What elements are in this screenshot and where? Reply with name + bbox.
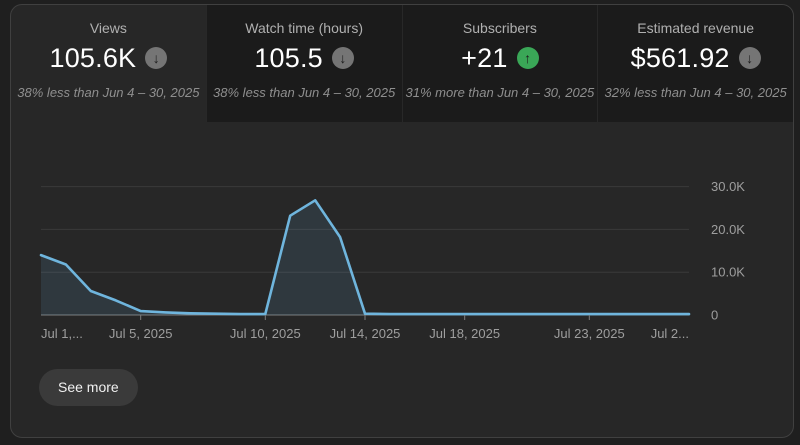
- trend-down-icon: ↓: [145, 47, 168, 69]
- trend-down-icon: ↓: [738, 47, 761, 69]
- watch-time-metric-value: 105.5: [254, 43, 323, 73]
- x-axis-label: Jul 2...: [651, 326, 689, 341]
- views-comparison-text: 38% less than Jun 4 – 30, 2025: [17, 85, 200, 100]
- tab-views[interactable]: Views 105.6K ↓ 38% less than Jun 4 – 30,…: [11, 5, 206, 122]
- tab-estimated-revenue-title: Estimated revenue: [637, 20, 754, 36]
- trend-up-icon: ↑: [516, 47, 539, 69]
- subscribers-metric-value: +21: [461, 43, 508, 73]
- tab-estimated-revenue-value-row: $561.92 ↓: [631, 42, 761, 74]
- key-metrics-card: Views 105.6K ↓ 38% less than Jun 4 – 30,…: [10, 4, 794, 438]
- x-axis-label: Jul 1,...: [41, 326, 83, 341]
- estimated-revenue-comparison-text: 32% less than Jun 4 – 30, 2025: [604, 85, 787, 100]
- views-series-line: [39, 199, 691, 316]
- metric-tabs: Views 105.6K ↓ 38% less than Jun 4 – 30,…: [11, 5, 793, 122]
- x-axis-label: Jul 14, 2025: [330, 326, 401, 341]
- y-axis-label: 30.0K: [711, 179, 745, 194]
- watch-time-comparison-text: 38% less than Jun 4 – 30, 2025: [213, 85, 396, 100]
- tab-views-title: Views: [89, 20, 127, 36]
- estimated-revenue-metric-value: $561.92: [630, 43, 730, 73]
- y-axis-label: 0: [711, 308, 718, 323]
- tab-watch-time-value-row: 105.5 ↓: [254, 42, 354, 74]
- subscribers-comparison-text: 31% more than Jun 4 – 30, 2025: [405, 85, 595, 100]
- trend-down-icon: ↓: [331, 47, 354, 69]
- see-more-button[interactable]: See more: [39, 369, 138, 406]
- tab-watch-time-title: Watch time (hours): [245, 20, 363, 36]
- x-axis-label: Jul 10, 2025: [230, 326, 301, 341]
- x-axis-label: Jul 23, 2025: [554, 326, 625, 341]
- y-axis-label: 20.0K: [711, 222, 745, 237]
- tab-subscribers-title: Subscribers: [462, 20, 537, 36]
- x-axis-label: Jul 18, 2025: [429, 326, 500, 341]
- y-axis-label: 10.0K: [711, 265, 745, 280]
- tab-subscribers[interactable]: Subscribers +21 ↑ 31% more than Jun 4 – …: [401, 5, 598, 122]
- views-series-area: [41, 200, 689, 315]
- tab-subscribers-value-row: +21 ↑: [461, 42, 539, 74]
- tab-estimated-revenue[interactable]: Estimated revenue $561.92 ↓ 32% less tha…: [597, 5, 793, 122]
- tab-watch-time[interactable]: Watch time (hours) 105.5 ↓ 38% less than…: [205, 5, 402, 122]
- views-area-chart[interactable]: 30.0K 20.0K 10.0K 0 Jul 1,... Jul 5, 2025 Jul …: [11, 122, 793, 422]
- tab-views-value-row: 105.6K ↓: [49, 42, 168, 74]
- x-axis-label: Jul 5, 2025: [109, 326, 173, 341]
- views-metric-value: 105.6K: [49, 43, 137, 73]
